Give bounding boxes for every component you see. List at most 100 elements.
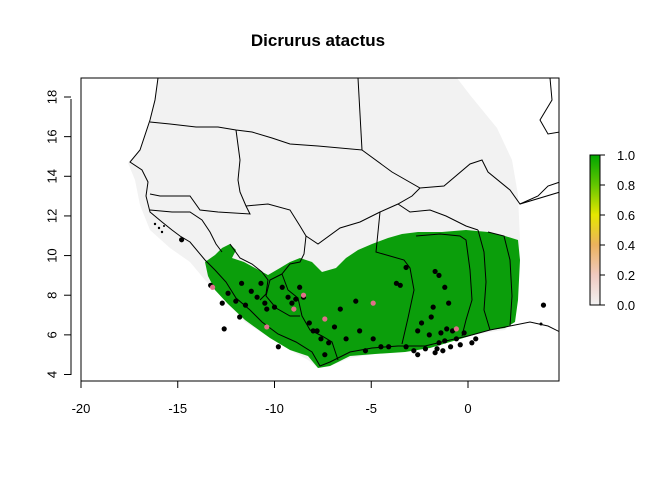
x-tick-label: -15 <box>168 401 187 416</box>
occurrence-point <box>326 340 332 346</box>
occurrence-point <box>254 294 260 300</box>
occurrence-point <box>411 348 417 354</box>
occurrence-point <box>378 344 384 350</box>
highlight-point <box>209 284 216 290</box>
occurrence-point <box>289 300 295 306</box>
occurrence-point <box>469 340 475 346</box>
y-tick-label: 18 <box>44 90 59 104</box>
occurrence-point <box>440 348 446 354</box>
x-tick-label: -5 <box>365 401 377 416</box>
legend-colorbar <box>589 154 601 306</box>
legend-tick-label: 0.8 <box>617 178 635 193</box>
occurrence-point <box>436 272 442 278</box>
occurrence-point <box>415 352 421 358</box>
y-tick-label: 16 <box>44 129 59 143</box>
occurrence-point <box>179 237 185 243</box>
occurrence-point <box>540 302 547 308</box>
occurrence-point <box>457 342 463 348</box>
y-tick-label: 8 <box>44 292 59 299</box>
occurrence-point <box>434 346 440 352</box>
occurrence-point <box>393 280 400 286</box>
occurrence-point <box>331 324 338 330</box>
occurrence-point <box>415 328 421 334</box>
occurrence-point <box>418 320 425 326</box>
highlight-point <box>291 306 297 312</box>
occurrence-point <box>306 320 312 326</box>
occurrence-point <box>461 330 467 336</box>
y-tick-label: 4 <box>44 371 59 378</box>
y-tick-label: 10 <box>44 248 59 262</box>
highlight-point <box>453 326 459 332</box>
occurrence-point <box>279 284 285 290</box>
occurrence-point <box>219 300 225 306</box>
highlight-point <box>300 292 307 298</box>
occurrence-point <box>262 300 268 306</box>
occurrence-point <box>357 328 363 334</box>
x-tick-label: -20 <box>72 401 91 416</box>
occurrence-point <box>432 268 438 275</box>
occurrence-point <box>403 264 409 271</box>
occurrence-point <box>473 336 479 342</box>
occurrence-point <box>271 304 278 310</box>
occurrence-point <box>436 340 442 346</box>
occurrence-point <box>293 296 299 302</box>
occurrence-point <box>362 348 369 354</box>
legend-tick-label: 0.6 <box>617 208 635 223</box>
x-tick-label: -10 <box>265 401 284 416</box>
legend-tick-label: 0.2 <box>617 268 635 283</box>
y-axis: 4 6 8 10 12 14 16 18 <box>44 90 72 378</box>
occurrence-point <box>343 336 349 342</box>
occurrence-point <box>444 326 450 332</box>
legend-tick-label: 1.0 <box>617 148 635 163</box>
y-tick-label: 14 <box>44 169 59 183</box>
occurrence-point <box>225 290 231 296</box>
occurrence-point <box>442 338 448 344</box>
occurrence-point <box>237 314 243 320</box>
occurrence-point <box>322 352 328 358</box>
legend: 0.0 0.2 0.4 0.6 0.8 1.0 <box>589 148 635 313</box>
chart-title: Dicrurus atactus <box>251 31 385 50</box>
highlight-point <box>264 324 270 330</box>
occurrence-point <box>248 288 254 294</box>
occurrence-point <box>337 306 343 312</box>
occurrence-point <box>264 306 270 312</box>
legend-tick-label: 0.4 <box>617 238 635 253</box>
occurrence-point <box>432 350 438 356</box>
occurrence-point <box>314 328 320 334</box>
occurrence-point <box>239 280 245 286</box>
occurrence-points <box>179 237 547 358</box>
occurrence-point <box>397 282 403 288</box>
occurrence-point <box>449 328 456 334</box>
occurrence-point <box>370 336 376 342</box>
legend-tick-label: 0.0 <box>617 298 635 313</box>
occurrence-point <box>297 284 303 290</box>
occurrence-point <box>438 330 444 336</box>
occurrence-point <box>430 304 436 310</box>
occurrence-point <box>353 298 359 304</box>
x-tick-label: 0 <box>464 401 471 416</box>
occurrence-point <box>258 280 264 286</box>
x-axis: -20 -15 -10 -5 0 <box>72 380 472 416</box>
occurrence-point <box>446 300 452 306</box>
occurrence-point <box>221 326 227 332</box>
map-layer <box>128 78 559 368</box>
occurrence-point <box>275 344 281 350</box>
y-tick-label: 6 <box>44 331 59 338</box>
occurrence-point <box>310 328 316 334</box>
country-borders <box>149 78 559 361</box>
occurrence-point <box>428 314 434 320</box>
occurrence-point <box>447 344 454 350</box>
y-tick-label: 12 <box>44 209 59 223</box>
occurrence-point <box>422 346 429 352</box>
occurrence-point <box>426 332 432 338</box>
occurrence-point <box>442 284 448 290</box>
occurrence-point <box>386 344 392 350</box>
occurrence-point <box>233 298 239 304</box>
islands <box>153 222 543 326</box>
occurrence-point <box>403 344 409 350</box>
occurrence-point <box>318 336 324 342</box>
occurrence-point <box>453 336 459 342</box>
occurrence-point <box>285 294 291 300</box>
highlight-point <box>322 316 328 322</box>
